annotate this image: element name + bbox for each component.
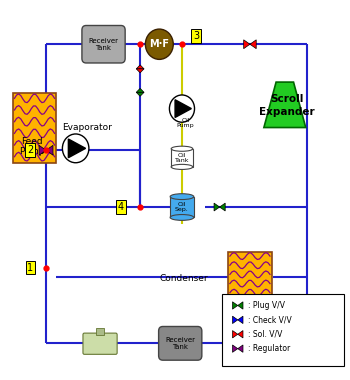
Text: M·F: M·F [149,39,169,49]
Polygon shape [46,145,53,155]
Polygon shape [214,203,219,211]
Polygon shape [238,302,243,309]
Polygon shape [136,69,144,73]
FancyBboxPatch shape [159,326,202,360]
Polygon shape [68,139,86,158]
Text: Evaporator: Evaporator [62,123,112,132]
FancyBboxPatch shape [82,25,125,63]
Circle shape [169,95,195,122]
Polygon shape [264,82,306,128]
FancyBboxPatch shape [171,149,193,167]
Polygon shape [232,345,238,352]
Text: : Regulator: : Regulator [247,344,290,353]
Polygon shape [136,92,144,96]
Text: 1: 1 [27,263,33,272]
Text: Oil
Pump: Oil Pump [177,118,194,128]
Text: : Plug V/V: : Plug V/V [247,301,285,310]
Text: : Sol. V/V: : Sol. V/V [247,330,282,339]
Bar [96,328,104,335]
Text: Feed
Pump: Feed Pump [19,137,45,156]
Text: Scroll: Scroll [270,94,303,104]
Polygon shape [238,345,243,352]
Text: Receiver
Tank: Receiver Tank [89,38,119,51]
Text: Condenser: Condenser [160,274,208,283]
Polygon shape [232,316,238,323]
Polygon shape [250,40,256,49]
Text: 4: 4 [118,202,124,212]
FancyBboxPatch shape [83,333,117,354]
Ellipse shape [170,194,194,200]
Polygon shape [136,89,144,92]
FancyBboxPatch shape [13,92,56,163]
Polygon shape [136,65,144,69]
Polygon shape [175,100,191,117]
Polygon shape [238,316,243,323]
Ellipse shape [170,215,194,220]
Text: : Check V/V: : Check V/V [247,315,291,325]
Polygon shape [232,331,238,338]
Text: 3: 3 [193,31,199,41]
Text: Oil
Tank: Oil Tank [175,153,189,163]
FancyBboxPatch shape [170,196,194,217]
Ellipse shape [171,165,193,169]
Polygon shape [238,331,243,338]
Circle shape [145,29,173,59]
Polygon shape [219,203,225,211]
FancyBboxPatch shape [228,252,272,306]
Text: 2: 2 [27,145,34,155]
Text: Expander: Expander [259,108,314,117]
Polygon shape [232,302,238,309]
Ellipse shape [171,146,193,151]
Polygon shape [39,145,46,155]
Text: Oil
Sep.: Oil Sep. [175,202,189,212]
Circle shape [62,134,89,163]
Polygon shape [244,40,250,49]
Text: Receiver
Tank: Receiver Tank [165,337,195,350]
FancyBboxPatch shape [222,294,344,366]
